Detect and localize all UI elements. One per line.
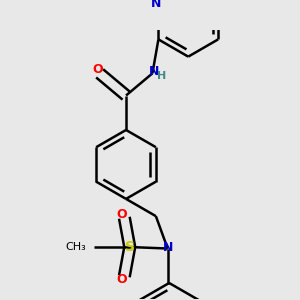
Text: S: S — [125, 240, 135, 254]
Text: N: N — [163, 241, 173, 254]
Text: H: H — [157, 71, 166, 81]
Text: O: O — [93, 63, 104, 76]
Text: N: N — [149, 65, 159, 78]
Text: O: O — [116, 208, 127, 220]
Text: O: O — [116, 273, 127, 286]
Text: CH₃: CH₃ — [65, 242, 86, 252]
Text: N: N — [151, 0, 161, 10]
